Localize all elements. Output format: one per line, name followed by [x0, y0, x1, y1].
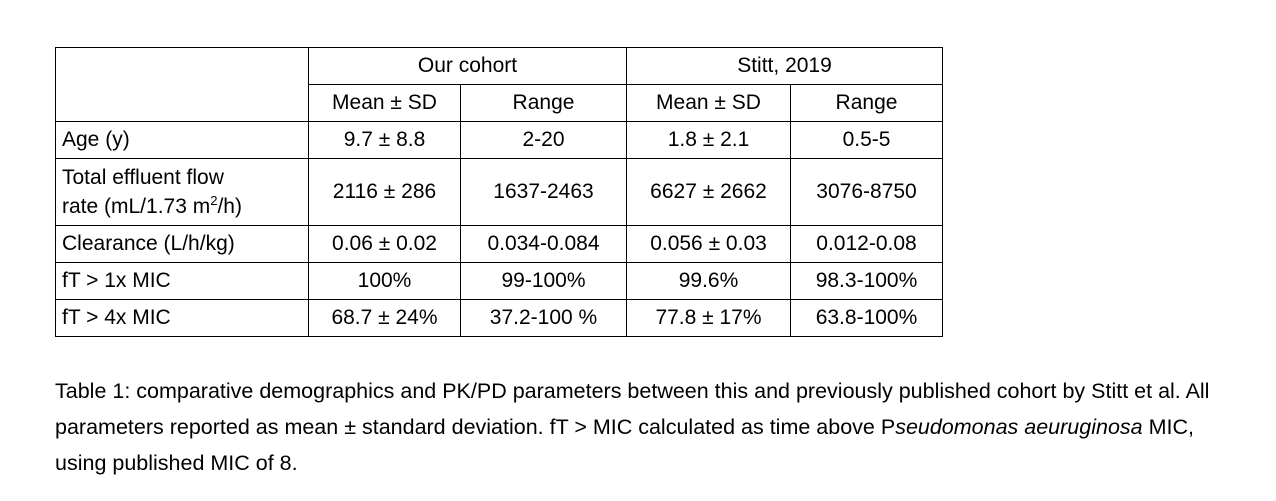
empty-corner-cell: [55, 47, 309, 122]
row-label-line1: Total effluent flow: [62, 166, 224, 189]
table-row: fT > 1x MIC 100% 99-100% 99.6% 98.3-100%: [55, 262, 943, 300]
sub-header-mean-sd: Mean ± SD: [308, 84, 461, 122]
table-cell: 100%: [308, 262, 461, 300]
row-label: Age (y): [55, 121, 309, 159]
table-cell: 6627 ± 2662: [626, 158, 791, 226]
table-cell: 37.2-100 %: [460, 299, 627, 337]
table-cell: 0.056 ± 0.03: [626, 225, 791, 263]
row-label: fT > 4x MIC: [55, 299, 309, 337]
group-header-row: Our cohort Stitt, 2019: [55, 47, 943, 122]
table-cell: 99-100%: [460, 262, 627, 300]
group-header-our-cohort: Our cohort: [308, 47, 627, 85]
table-cell: 99.6%: [626, 262, 791, 300]
table-cell: 9.7 ± 8.8: [308, 121, 461, 159]
sub-header-range: Range: [460, 84, 627, 122]
table-row: Age (y) 9.7 ± 8.8 2-20 1.8 ± 2.1 0.5-5: [55, 121, 943, 159]
table-row: fT > 4x MIC 68.7 ± 24% 37.2-100 % 77.8 ±…: [55, 299, 943, 337]
table-cell: 0.06 ± 0.02: [308, 225, 461, 263]
table-cell: 0.034-0.084: [460, 225, 627, 263]
row-label: Total effluent flow rate (mL/1.73 m2/h): [55, 158, 309, 226]
group-header-stitt-2019: Stitt, 2019: [626, 47, 943, 85]
comparison-table: Our cohort Stitt, 2019 Mean ± SD Range M…: [55, 47, 943, 337]
table-cell: 1637-2463: [460, 158, 627, 226]
superscript: 2: [210, 193, 218, 208]
table-cell: 2-20: [460, 121, 627, 159]
row-label-line2-end: /h): [217, 195, 242, 218]
table-cell: 3076-8750: [790, 158, 943, 226]
sub-header-mean-sd: Mean ± SD: [626, 84, 791, 122]
table-cell: 68.7 ± 24%: [308, 299, 461, 337]
row-label-line2: rate (mL/1.73 m: [62, 195, 211, 218]
table-cell: 0.5-5: [790, 121, 943, 159]
table-cell: 1.8 ± 2.1: [626, 121, 791, 159]
row-label: fT > 1x MIC: [55, 262, 309, 300]
sub-header-range: Range: [790, 84, 943, 122]
table-cell: 98.3-100%: [790, 262, 943, 300]
row-label: Clearance (L/h/kg): [55, 225, 309, 263]
table-row: Clearance (L/h/kg) 0.06 ± 0.02 0.034-0.0…: [55, 225, 943, 263]
table-cell: 2116 ± 286: [308, 158, 461, 226]
sub-header-row: Mean ± SD Range Mean ± SD Range: [56, 84, 943, 122]
table-caption: Table 1: comparative demographics and PK…: [55, 373, 1235, 481]
table-cell: 0.012-0.08: [790, 225, 943, 263]
caption-text: Table 1: comparative demographics and PK…: [55, 379, 1210, 439]
table-row: Total effluent flow rate (mL/1.73 m2/h) 2…: [55, 158, 943, 226]
caption-italic-species: seudomonas aeuruginosa: [895, 415, 1143, 439]
table-cell: 77.8 ± 17%: [626, 299, 791, 337]
table-cell: 63.8-100%: [790, 299, 943, 337]
caption-text-end: MIC, using published MIC of 8.: [55, 415, 1194, 475]
